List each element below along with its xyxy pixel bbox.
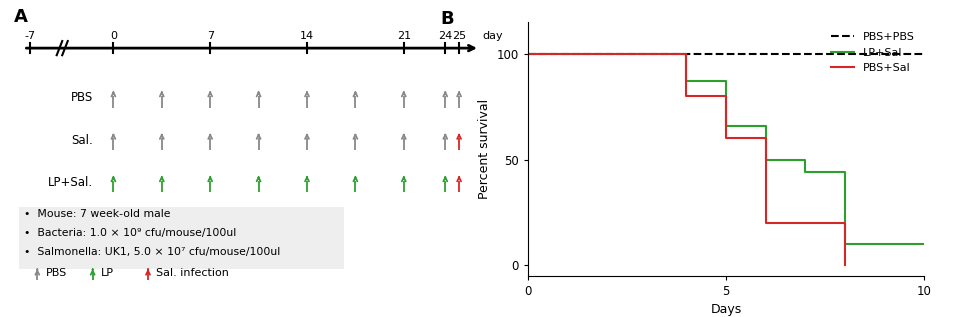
PBS+Sal: [760, 221, 771, 225]
Text: A: A: [14, 9, 28, 27]
LP+Sal: [760, 124, 771, 128]
PBS+Sal: [839, 263, 851, 267]
LP+Sal: [879, 242, 891, 246]
Text: PBS: PBS: [45, 268, 67, 278]
Text: •  Mouse: 7 week-old male: • Mouse: 7 week-old male: [23, 210, 170, 219]
Text: 7: 7: [206, 31, 214, 41]
Text: Sal. infection: Sal. infection: [156, 268, 229, 278]
Text: •  Bacteria: 1.0 × 10⁹ cfu/mouse/100ul: • Bacteria: 1.0 × 10⁹ cfu/mouse/100ul: [23, 228, 236, 238]
PBS+Sal: [681, 94, 692, 98]
PBS+Sal: [800, 221, 811, 225]
LP+Sal: [720, 124, 732, 128]
PBS+Sal: [839, 221, 851, 225]
LP+Sal: [681, 80, 692, 83]
Text: LP: LP: [101, 268, 114, 278]
Text: 21: 21: [397, 31, 410, 41]
Line: LP+Sal: LP+Sal: [528, 54, 924, 244]
Text: day: day: [483, 31, 503, 41]
Text: 14: 14: [300, 31, 314, 41]
Text: •  Salmonella: UK1, 5.0 × 10⁷ cfu/mouse/100ul: • Salmonella: UK1, 5.0 × 10⁷ cfu/mouse/1…: [23, 247, 280, 257]
Text: -7: -7: [25, 31, 36, 41]
Text: LP+Sal.: LP+Sal.: [47, 176, 93, 189]
Text: 24: 24: [439, 31, 452, 41]
Line: PBS+Sal: PBS+Sal: [528, 54, 845, 265]
LP+Sal: [760, 158, 771, 161]
LP+Sal: [681, 52, 692, 56]
LP+Sal: [879, 242, 891, 246]
Text: B: B: [440, 10, 454, 28]
Legend: PBS+PBS, LP+Sal, PBS+Sal: PBS+PBS, LP+Sal, PBS+Sal: [827, 28, 919, 78]
Y-axis label: Percent survival: Percent survival: [478, 99, 491, 199]
Text: PBS: PBS: [71, 91, 93, 104]
PBS+Sal: [522, 52, 533, 56]
LP+Sal: [800, 158, 811, 161]
LP+Sal: [839, 242, 851, 246]
PBS+Sal: [800, 221, 811, 225]
LP+Sal: [720, 80, 732, 83]
X-axis label: Days: Days: [711, 303, 741, 316]
Text: 0: 0: [110, 31, 117, 41]
LP+Sal: [800, 170, 811, 174]
PBS+Sal: [720, 137, 732, 140]
LP+Sal: [919, 242, 930, 246]
PBS+Sal: [720, 94, 732, 98]
Text: Sal.: Sal.: [71, 133, 93, 146]
LP+Sal: [839, 170, 851, 174]
PBS+Sal: [681, 52, 692, 56]
PBS+Sal: [760, 137, 771, 140]
Text: 25: 25: [452, 31, 467, 41]
LP+Sal: [522, 52, 533, 56]
Bar: [19, 207, 345, 269]
